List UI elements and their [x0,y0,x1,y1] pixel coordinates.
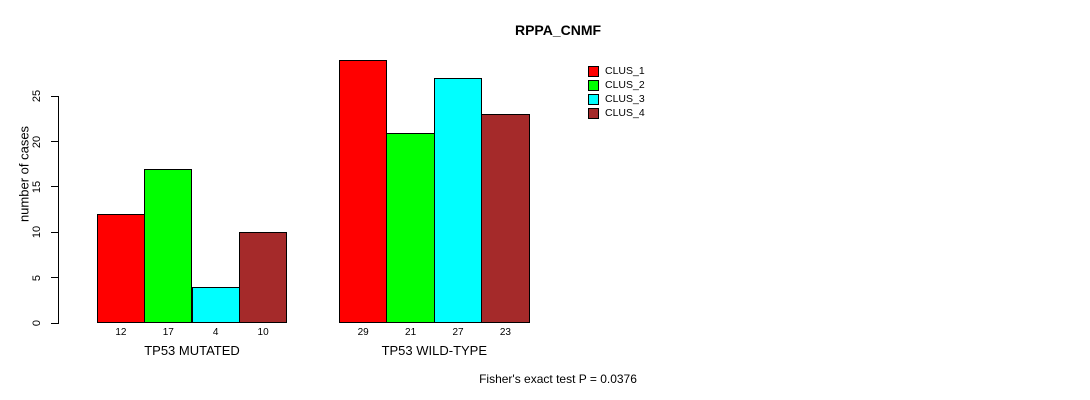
legend-swatch-icon [588,80,599,91]
legend-swatch-icon [588,108,599,119]
y-tick-label: 5 [31,274,43,281]
bar-value-label: 4 [212,327,219,338]
y-tick-mark [51,186,58,188]
bar-value-label: 12 [115,327,127,338]
legend-label: CLUS_4 [605,107,645,119]
chart-title: RPPA_CNMF [514,22,602,38]
y-tick-label: 0 [31,319,43,327]
bar-value-label: 23 [499,327,511,338]
x-category-label: TP53 WILD-TYPE [381,343,488,358]
bar-clus_3-wildtype [433,78,483,323]
y-axis-line [58,96,59,324]
bar-clus_2-wildtype [386,132,435,323]
y-tick-label: 10 [31,226,43,239]
x-category-label: TP53 MUTATED [144,343,240,358]
y-axis-label: number of cases [16,125,32,223]
bar-clus_1-wildtype [339,59,388,323]
legend: CLUS_1 CLUS_2 CLUS_3 CLUS_4 [588,66,645,122]
legend-label: CLUS_3 [605,93,645,105]
y-tick-label: 15 [31,180,43,194]
bar-clus_3-mutated [191,286,240,323]
legend-label: CLUS_2 [605,79,645,91]
bar-clus_4-wildtype [481,114,530,323]
bar-value-label: 17 [162,327,174,338]
bar-value-label: 21 [405,327,417,338]
legend-item-clus_2: CLUS_2 [588,80,645,91]
legend-swatch-icon [588,94,599,105]
bar-value-label: 29 [357,327,369,338]
bar-value-label: 27 [452,327,464,338]
legend-swatch-icon [588,66,599,77]
y-tick-mark [51,322,58,324]
y-tick-mark [51,277,58,279]
bar-clus_2-mutated [144,168,193,323]
y-tick-mark [51,95,58,97]
y-tick-mark [51,141,58,143]
bar-clus_1-mutated [96,214,146,323]
bar-clus_4-mutated [238,232,288,323]
legend-item-clus_3: CLUS_3 [588,94,645,105]
legend-label: CLUS_1 [605,65,645,77]
y-tick-label: 25 [31,90,43,103]
y-tick-mark [51,231,58,233]
legend-item-clus_4: CLUS_4 [588,108,645,119]
y-tick-label: 20 [31,135,43,148]
legend-item-clus_1: CLUS_1 [588,66,645,77]
bar-value-label: 10 [257,327,269,338]
fisher-test-annotation: Fisher's exact test P = 0.0376 [479,372,637,386]
